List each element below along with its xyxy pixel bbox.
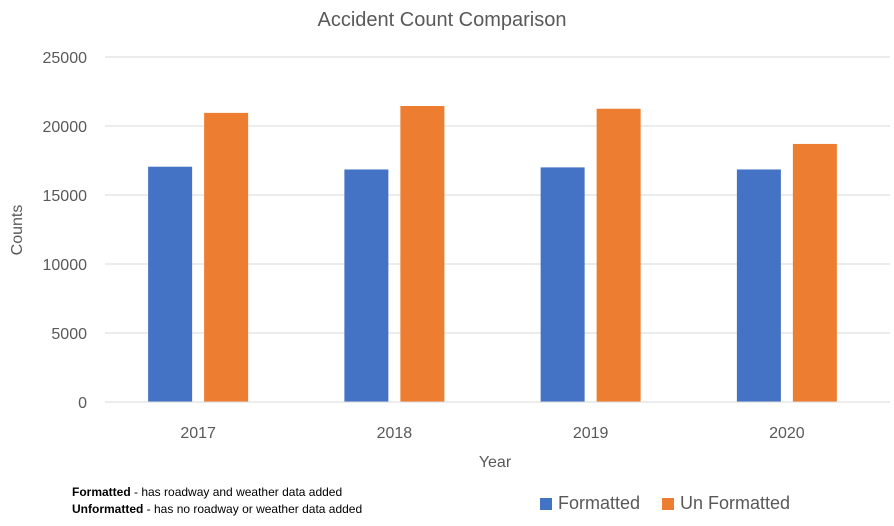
x-tick-label: 2018 — [377, 425, 413, 442]
note-unformatted-term: Unformatted — [72, 502, 144, 516]
y-tick-label: 0 — [78, 395, 87, 412]
bar-un-formatted-2019 — [596, 108, 641, 402]
legend-item-unformatted: Un Formatted — [662, 493, 790, 514]
y-tick-label: 20000 — [43, 119, 88, 136]
x-tick-label: 2017 — [180, 425, 216, 442]
x-tick-label: 2019 — [573, 425, 609, 442]
bar-formatted-2017 — [148, 166, 193, 402]
y-tick-label: 10000 — [43, 257, 88, 274]
legend-swatch-formatted — [540, 497, 552, 510]
legend-swatch-unformatted — [662, 497, 675, 510]
bar-formatted-2020 — [736, 169, 781, 402]
bar-un-formatted-2018 — [400, 105, 445, 403]
y-tick-label: 15000 — [43, 188, 88, 205]
y-axis-ticks: 0 5000 10000 15000 20000 25000 — [43, 50, 88, 412]
legend-label-unformatted: Un Formatted — [680, 493, 791, 513]
bar-formatted-2018 — [344, 169, 389, 402]
note-formatted-term: Formatted — [72, 485, 131, 499]
y-axis-label: Counts — [9, 205, 26, 256]
bar-un-formatted-2017 — [204, 112, 249, 402]
x-axis-label: Year — [479, 454, 512, 471]
legend: Formatted Un Formatted — [540, 493, 812, 514]
note-unformatted: Unformatted - has no roadway or weather … — [72, 501, 362, 518]
bars — [148, 105, 837, 403]
x-axis-ticks: 2017 2018 2019 2020 — [180, 425, 804, 442]
y-tick-label: 5000 — [51, 326, 87, 343]
note-unformatted-text: - has no roadway or weather data added — [143, 502, 363, 516]
y-tick-label: 25000 — [43, 50, 88, 67]
legend-item-formatted: Formatted — [540, 493, 640, 514]
note-formatted: Formatted - has roadway and weather data… — [72, 484, 342, 501]
note-formatted-text: - has roadway and weather data added — [130, 485, 343, 499]
x-tick-label: 2020 — [769, 425, 805, 442]
legend-label-formatted: Formatted — [558, 493, 641, 513]
bar-formatted-2019 — [540, 167, 585, 402]
bar-un-formatted-2020 — [792, 143, 837, 402]
chart-title: Accident Count Comparison — [317, 9, 566, 31]
